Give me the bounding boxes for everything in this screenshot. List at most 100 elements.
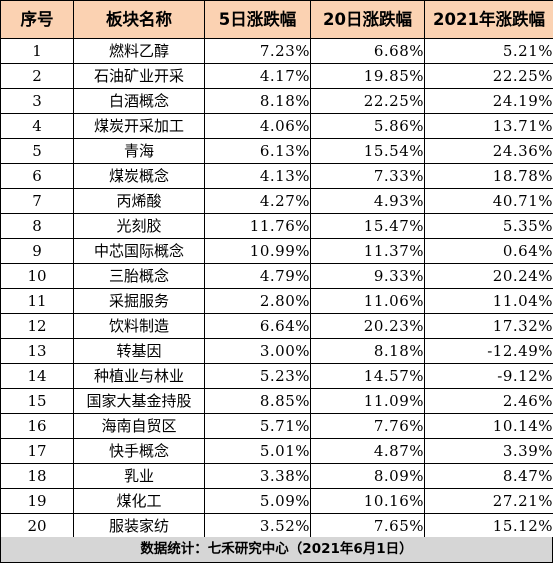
row-20day-change: 8.09% — [310, 463, 425, 489]
row-index: 14 — [0, 363, 74, 389]
row-sector-name: 丙烯酸 — [73, 188, 205, 214]
table-row: 19 煤化工 5.09% 10.16% 27.21% — [0, 488, 553, 514]
row-2021-change: -9.12% — [424, 363, 553, 389]
row-2021-change: 2.46% — [424, 388, 553, 414]
table-row: 11 采掘服务 2.80% 11.06% 11.04% — [0, 288, 553, 314]
table-row: 13 转基因 3.00% 8.18% -12.49% — [0, 338, 553, 364]
row-20day-change: 19.85% — [310, 63, 425, 89]
row-index: 1 — [0, 38, 74, 64]
row-index: 20 — [0, 513, 74, 539]
header-row: 序号 板块名称 5日涨跌幅 20日涨跌幅 2021年涨跌幅 — [0, 0, 553, 39]
row-2021-change: 5.21% — [424, 38, 553, 64]
row-5day-change: 4.13% — [204, 163, 311, 189]
row-20day-change: 7.76% — [310, 413, 425, 439]
row-20day-change: 8.18% — [310, 338, 425, 364]
row-index: 2 — [0, 63, 74, 89]
row-2021-change: 20.24% — [424, 263, 553, 289]
row-sector-name: 种植业与林业 — [73, 363, 205, 389]
row-20day-change: 11.06% — [310, 288, 425, 314]
row-20day-change: 7.65% — [310, 513, 425, 539]
row-2021-change: 8.47% — [424, 463, 553, 489]
row-index: 15 — [0, 388, 74, 414]
row-5day-change: 6.64% — [204, 313, 311, 339]
row-20day-change: 15.54% — [310, 138, 425, 164]
row-2021-change: 5.35% — [424, 213, 553, 239]
table-row: 18 乳业 3.38% 8.09% 8.47% — [0, 463, 553, 489]
row-2021-change: 18.78% — [424, 163, 553, 189]
row-sector-name: 光刻胶 — [73, 213, 205, 239]
row-5day-change: 2.80% — [204, 288, 311, 314]
row-index: 17 — [0, 438, 74, 464]
row-2021-change: 10.14% — [424, 413, 553, 439]
row-sector-name: 青海 — [73, 138, 205, 164]
row-2021-change: 15.12% — [424, 513, 553, 539]
row-sector-name: 中芯国际概念 — [73, 238, 205, 264]
row-5day-change: 6.13% — [204, 138, 311, 164]
row-20day-change: 10.16% — [310, 488, 425, 514]
row-index: 7 — [0, 188, 74, 214]
table-row: 10 三胎概念 4.79% 9.33% 20.24% — [0, 263, 553, 289]
table-row: 12 饮料制造 6.64% 20.23% 17.32% — [0, 313, 553, 339]
table-row: 2 石油矿业开采 4.17% 19.85% 22.25% — [0, 63, 553, 89]
row-index: 3 — [0, 88, 74, 114]
row-5day-change: 4.79% — [204, 263, 311, 289]
row-sector-name: 乳业 — [73, 463, 205, 489]
row-20day-change: 6.68% — [310, 38, 425, 64]
row-5day-change: 3.38% — [204, 463, 311, 489]
row-index: 9 — [0, 238, 74, 264]
row-index: 10 — [0, 263, 74, 289]
row-5day-change: 4.17% — [204, 63, 311, 89]
table-row: 14 种植业与林业 5.23% 14.57% -9.12% — [0, 363, 553, 389]
row-5day-change: 3.00% — [204, 338, 311, 364]
table-row: 8 光刻胶 11.76% 15.47% 5.35% — [0, 213, 553, 239]
row-20day-change: 7.33% — [310, 163, 425, 189]
row-5day-change: 8.85% — [204, 388, 311, 414]
row-20day-change: 20.23% — [310, 313, 425, 339]
row-5day-change: 4.06% — [204, 113, 311, 139]
row-5day-change: 11.76% — [204, 213, 311, 239]
header-5day-change: 5日涨跌幅 — [204, 0, 311, 39]
row-20day-change: 11.09% — [310, 388, 425, 414]
row-index: 18 — [0, 463, 74, 489]
table-row: 6 煤炭概念 4.13% 7.33% 18.78% — [0, 163, 553, 189]
row-sector-name: 服装家纺 — [73, 513, 205, 539]
row-5day-change: 5.09% — [204, 488, 311, 514]
table-row: 9 中芯国际概念 10.99% 11.37% 0.64% — [0, 238, 553, 264]
row-2021-change: 22.25% — [424, 63, 553, 89]
row-5day-change: 5.23% — [204, 363, 311, 389]
row-2021-change: 0.64% — [424, 238, 553, 264]
row-20day-change: 14.57% — [310, 363, 425, 389]
row-index: 4 — [0, 113, 74, 139]
row-20day-change: 22.25% — [310, 88, 425, 114]
row-20day-change: 4.93% — [310, 188, 425, 214]
table-row: 5 青海 6.13% 15.54% 24.36% — [0, 138, 553, 164]
header-index: 序号 — [0, 0, 74, 39]
table-row: 4 煤炭开采加工 4.06% 5.86% 13.71% — [0, 113, 553, 139]
row-index: 13 — [0, 338, 74, 364]
row-sector-name: 煤化工 — [73, 488, 205, 514]
sector-performance-table: 序号 板块名称 5日涨跌幅 20日涨跌幅 2021年涨跌幅 1 燃料乙醇 7.23%… — [0, 0, 553, 539]
table-row: 16 海南自贸区 5.71% 7.76% 10.14% — [0, 413, 553, 439]
row-index: 6 — [0, 163, 74, 189]
row-sector-name: 饮料制造 — [73, 313, 205, 339]
header-sector-name: 板块名称 — [73, 0, 205, 39]
row-sector-name: 煤炭开采加工 — [73, 113, 205, 139]
row-sector-name: 国家大基金持股 — [73, 388, 205, 414]
row-2021-change: 40.71% — [424, 188, 553, 214]
row-2021-change: -12.49% — [424, 338, 553, 364]
row-sector-name: 煤炭概念 — [73, 163, 205, 189]
row-2021-change: 24.36% — [424, 138, 553, 164]
row-index: 5 — [0, 138, 74, 164]
row-sector-name: 三胎概念 — [73, 263, 205, 289]
row-index: 11 — [0, 288, 74, 314]
row-index: 19 — [0, 488, 74, 514]
table-row: 1 燃料乙醇 7.23% 6.68% 5.21% — [0, 38, 553, 64]
row-20day-change: 11.37% — [310, 238, 425, 264]
row-5day-change: 5.71% — [204, 413, 311, 439]
data-source-footer: 数据统计：七禾研究中心（2021年6月1日） — [0, 537, 553, 563]
row-sector-name: 海南自贸区 — [73, 413, 205, 439]
table-body: 1 燃料乙醇 7.23% 6.68% 5.21% 2 石油矿业开采 4.17% 19.85% 22… — [0, 38, 553, 539]
row-5day-change: 10.99% — [204, 238, 311, 264]
row-5day-change: 5.01% — [204, 438, 311, 464]
